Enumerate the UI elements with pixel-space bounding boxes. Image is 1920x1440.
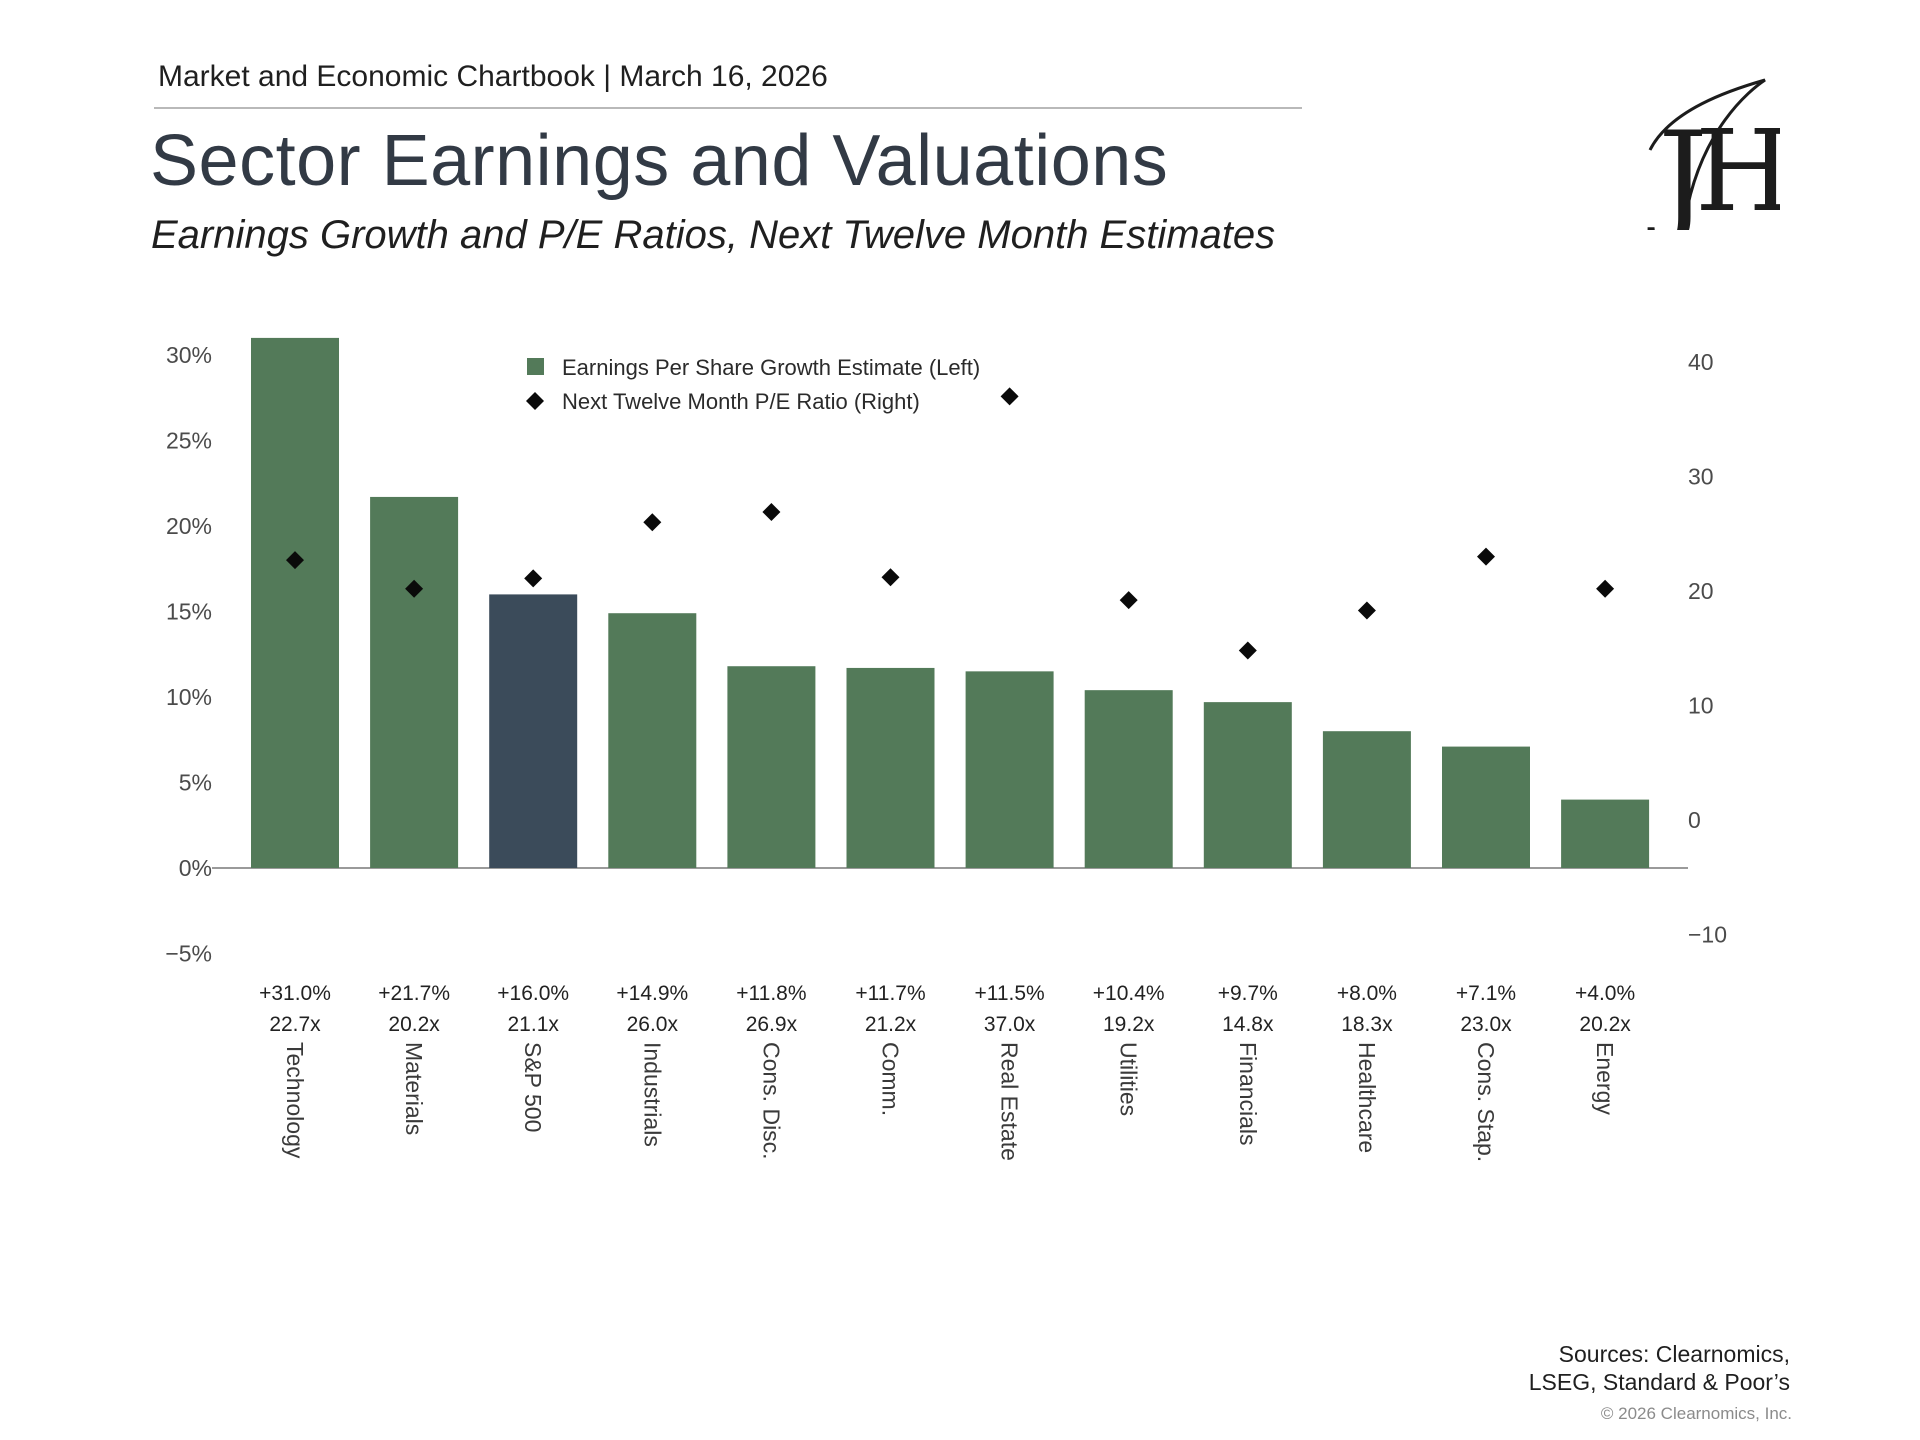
- pe-label-11: 20.2x: [1579, 1013, 1631, 1036]
- legend-swatch-bar: [527, 358, 544, 375]
- pe-label-1: 20.2x: [388, 1013, 440, 1036]
- pe-label-9: 18.3x: [1341, 1013, 1393, 1036]
- legend-diamond-icon: [526, 392, 544, 410]
- pe-marker-9: [1357, 601, 1376, 620]
- sources-line-2: LSEG, Standard & Poor’s: [1528, 1369, 1790, 1395]
- monogram-logo-icon: J H: [1647, 78, 1780, 230]
- growth-label-5: +11.7%: [855, 982, 925, 1005]
- growth-label-8: +9.7%: [1218, 982, 1278, 1005]
- left-axis-tick-label: 15%: [166, 599, 212, 625]
- right-axis-tick-label: 20: [1688, 578, 1714, 604]
- right-axis-tick-label: 0: [1688, 807, 1701, 833]
- growth-label-1: +21.7%: [378, 982, 450, 1005]
- category-label-1: Materials: [401, 1042, 427, 1135]
- bar-9: [1322, 731, 1411, 868]
- category-label-0: Technology: [282, 1042, 308, 1159]
- right-axis-tick-label: −10: [1688, 922, 1727, 948]
- pe-marker-6: [1000, 387, 1019, 406]
- growth-label-10: +7.1%: [1456, 982, 1516, 1005]
- pe-label-10: 23.0x: [1460, 1013, 1512, 1036]
- left-axis-tick-label: 5%: [179, 770, 212, 796]
- bars-group: [251, 337, 1650, 868]
- logo-letter-h: H: [1695, 107, 1780, 230]
- pe-marker-1: [405, 579, 424, 598]
- pe-label-7: 19.2x: [1103, 1013, 1155, 1036]
- bar-10: [1442, 746, 1530, 868]
- sources-note: Sources: Clearnomics, LSEG, Standard & P…: [1529, 1340, 1790, 1396]
- growth-label-0: +31.0%: [259, 982, 331, 1005]
- copyright-note: © 2026 Clearnomics, Inc.: [1600, 1404, 1792, 1423]
- sources-line-1: Sources: Clearnomics,: [1558, 1341, 1790, 1367]
- pe-label-6: 37.0x: [984, 1013, 1036, 1036]
- pe-marker-0: [286, 551, 304, 570]
- pe-marker-7: [1119, 591, 1138, 610]
- bar-0: [251, 337, 339, 868]
- right-axis-tick-label: 40: [1688, 349, 1714, 375]
- pe-marker-5: [881, 568, 900, 587]
- page-title: Sector Earnings and Valuations: [150, 121, 1169, 201]
- growth-label-3: +14.9%: [616, 982, 688, 1005]
- right-axis-tick-label: 10: [1688, 693, 1714, 719]
- pe-marker-11: [1596, 579, 1615, 598]
- category-label-4: Cons. Disc.: [758, 1042, 784, 1160]
- pe-label-3: 26.0x: [627, 1013, 679, 1036]
- pe-marker-2: [524, 569, 543, 588]
- bar-1: [370, 496, 459, 868]
- left-axis-tick-label: 0%: [179, 855, 212, 881]
- growth-label-6: +11.5%: [974, 982, 1044, 1005]
- pe-label-0: 22.7x: [269, 1013, 321, 1036]
- category-label-8: Financials: [1235, 1042, 1261, 1146]
- left-axis-tick-label: 25%: [166, 428, 212, 454]
- growth-label-11: +4.0%: [1575, 982, 1635, 1005]
- sector-chart: 30% 25% 20% 15% 10% 5% 0% −5% 40 30 20 10 0 −10 +31.0…: [165, 337, 1727, 1162]
- left-axis-tick-label: 10%: [166, 684, 212, 710]
- pe-markers-group: [286, 387, 1615, 660]
- header-divider: [154, 107, 1302, 109]
- category-label-10: Cons. Stap.: [1473, 1042, 1499, 1162]
- pe-label-5: 21.2x: [865, 1013, 917, 1036]
- category-label-2: S&P 500: [520, 1042, 546, 1132]
- category-label-6: Real Estate: [997, 1042, 1023, 1161]
- bar-8: [1203, 702, 1292, 868]
- left-axis-tick-label: 20%: [166, 513, 212, 539]
- bar-11: [1561, 799, 1650, 868]
- pe-marker-3: [643, 513, 662, 532]
- pe-label-2: 21.1x: [508, 1013, 560, 1036]
- data-labels-group: +31.0% 22.7x Technology +21.7% 20.2x Material…: [259, 982, 1635, 1162]
- chartbook-header: Market and Economic Chartbook | March 16…: [158, 60, 828, 93]
- pe-marker-8: [1238, 641, 1257, 660]
- left-axis-tick-label: −5%: [165, 941, 212, 967]
- logo-swash: [1648, 78, 1766, 221]
- chart-axes: 30% 25% 20% 15% 10% 5% 0% −5% 40 30 20 10 0 −10: [165, 342, 1727, 967]
- growth-label-4: +11.8%: [736, 982, 806, 1005]
- pe-marker-4: [762, 502, 781, 521]
- bar-3: [608, 613, 697, 868]
- pe-marker-10: [1477, 547, 1495, 566]
- page-subtitle: Earnings Growth and P/E Ratios, Next Twe…: [151, 213, 1276, 257]
- category-label-3: Industrials: [639, 1042, 665, 1147]
- bar-7: [1084, 690, 1173, 868]
- chart-legend: Earnings Per Share Growth Estimate (Left…: [526, 355, 980, 414]
- category-label-7: Utilities: [1116, 1042, 1142, 1116]
- growth-label-7: +10.4%: [1093, 982, 1165, 1005]
- category-label-9: Healthcare: [1354, 1042, 1380, 1153]
- pe-label-8: 14.8x: [1222, 1013, 1274, 1036]
- category-label-11: Energy: [1592, 1042, 1618, 1115]
- bar-2: [489, 594, 578, 868]
- legend-label-pe: Next Twelve Month P/E Ratio (Right): [562, 389, 920, 414]
- growth-label-2: +16.0%: [497, 982, 569, 1005]
- bar-4: [727, 666, 816, 868]
- bar-5: [846, 667, 935, 868]
- bar-6: [965, 671, 1054, 868]
- pe-label-4: 26.9x: [746, 1013, 798, 1036]
- left-axis-tick-label: 30%: [166, 342, 212, 368]
- legend-label-eps: Earnings Per Share Growth Estimate (Left…: [562, 355, 980, 380]
- right-axis-tick-label: 30: [1688, 464, 1714, 490]
- growth-label-9: +8.0%: [1337, 982, 1397, 1005]
- category-label-5: Comm.: [878, 1042, 904, 1116]
